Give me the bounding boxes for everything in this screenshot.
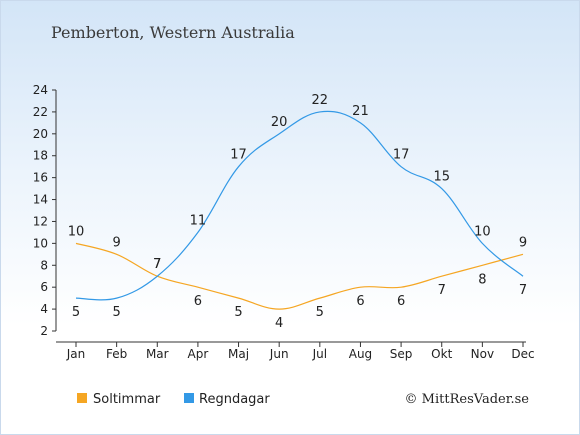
y-tick-label: 16 (33, 171, 48, 185)
x-tick-label: Apr (188, 347, 209, 361)
legend: Soltimmar Regndagar (77, 392, 270, 407)
y-tick-label: 2 (40, 324, 48, 338)
y-tick-label: 8 (40, 258, 48, 272)
credit-text: © MittResVader.se (405, 392, 530, 407)
y-tick-label: 14 (33, 193, 48, 207)
x-tick-label: Feb (106, 347, 127, 361)
data-label-regndagar: 17 (393, 148, 410, 163)
legend-label-soltimmar: Soltimmar (93, 392, 161, 407)
data-label-regndagar: 11 (190, 213, 207, 228)
data-label-soltimmar: 7 (153, 257, 161, 272)
data-label-soltimmar: 5 (316, 305, 324, 320)
data-label-soltimmar: 5 (234, 305, 242, 320)
series-line-soltimmar (75, 242, 524, 310)
y-tick-label: 10 (33, 236, 48, 250)
legend-swatch-regndagar (184, 393, 194, 403)
data-label-regndagar: 7 (519, 283, 527, 298)
data-label-regndagar: 7 (153, 257, 161, 272)
y-tick-label: 6 (40, 280, 48, 294)
data-label-soltimmar: 7 (438, 283, 446, 298)
y-tick-label: 12 (33, 214, 48, 228)
data-label-regndagar: 15 (433, 170, 450, 185)
y-tick-label: 22 (33, 105, 48, 119)
data-label-soltimmar: 9 (519, 235, 527, 250)
x-tick-label: Jan (66, 347, 86, 361)
legend-swatch-soltimmar (77, 393, 87, 403)
data-label-soltimmar: 4 (275, 316, 283, 331)
x-tick-label: Sep (390, 347, 413, 361)
x-tick-label: Aug (349, 347, 372, 361)
data-label-soltimmar: 6 (356, 294, 364, 309)
x-tick-label: Dec (511, 347, 534, 361)
x-tick-label: Jun (269, 347, 289, 361)
chart-title: Pemberton, Western Australia (51, 23, 295, 42)
data-label-soltimmar: 6 (397, 294, 405, 309)
x-tick-label: Okt (431, 347, 452, 361)
data-label-regndagar: 22 (312, 93, 329, 108)
data-label-regndagar: 10 (474, 224, 491, 239)
x-tick-label: Mar (146, 347, 169, 361)
data-label-soltimmar: 9 (112, 235, 120, 250)
legend-label-regndagar: Regndagar (199, 392, 270, 407)
data-label-regndagar: 5 (72, 305, 80, 320)
data-label-regndagar: 21 (352, 104, 369, 119)
y-tick-label: 24 (33, 83, 48, 97)
x-axis-ticks: Jan Feb Mar Apr Maj Jun Jul Aug Sep Okt Nov Dec (66, 342, 535, 361)
data-label-soltimmar: 6 (194, 294, 202, 309)
y-tick-label: 4 (40, 302, 48, 316)
data-label-soltimmar: 10 (68, 224, 85, 239)
x-tick-label: Maj (228, 347, 249, 361)
x-tick-label: Nov (471, 347, 494, 361)
y-tick-label: 20 (33, 127, 48, 141)
data-label-regndagar: 5 (112, 305, 120, 320)
x-tick-label: Jul (312, 347, 327, 361)
series-lines (75, 110, 524, 310)
y-tick-label: 18 (33, 149, 48, 163)
data-label-regndagar: 20 (271, 115, 288, 130)
data-label-soltimmar: 8 (478, 272, 486, 287)
data-label-regndagar: 17 (230, 148, 247, 163)
series-line-regndagar (75, 110, 524, 301)
